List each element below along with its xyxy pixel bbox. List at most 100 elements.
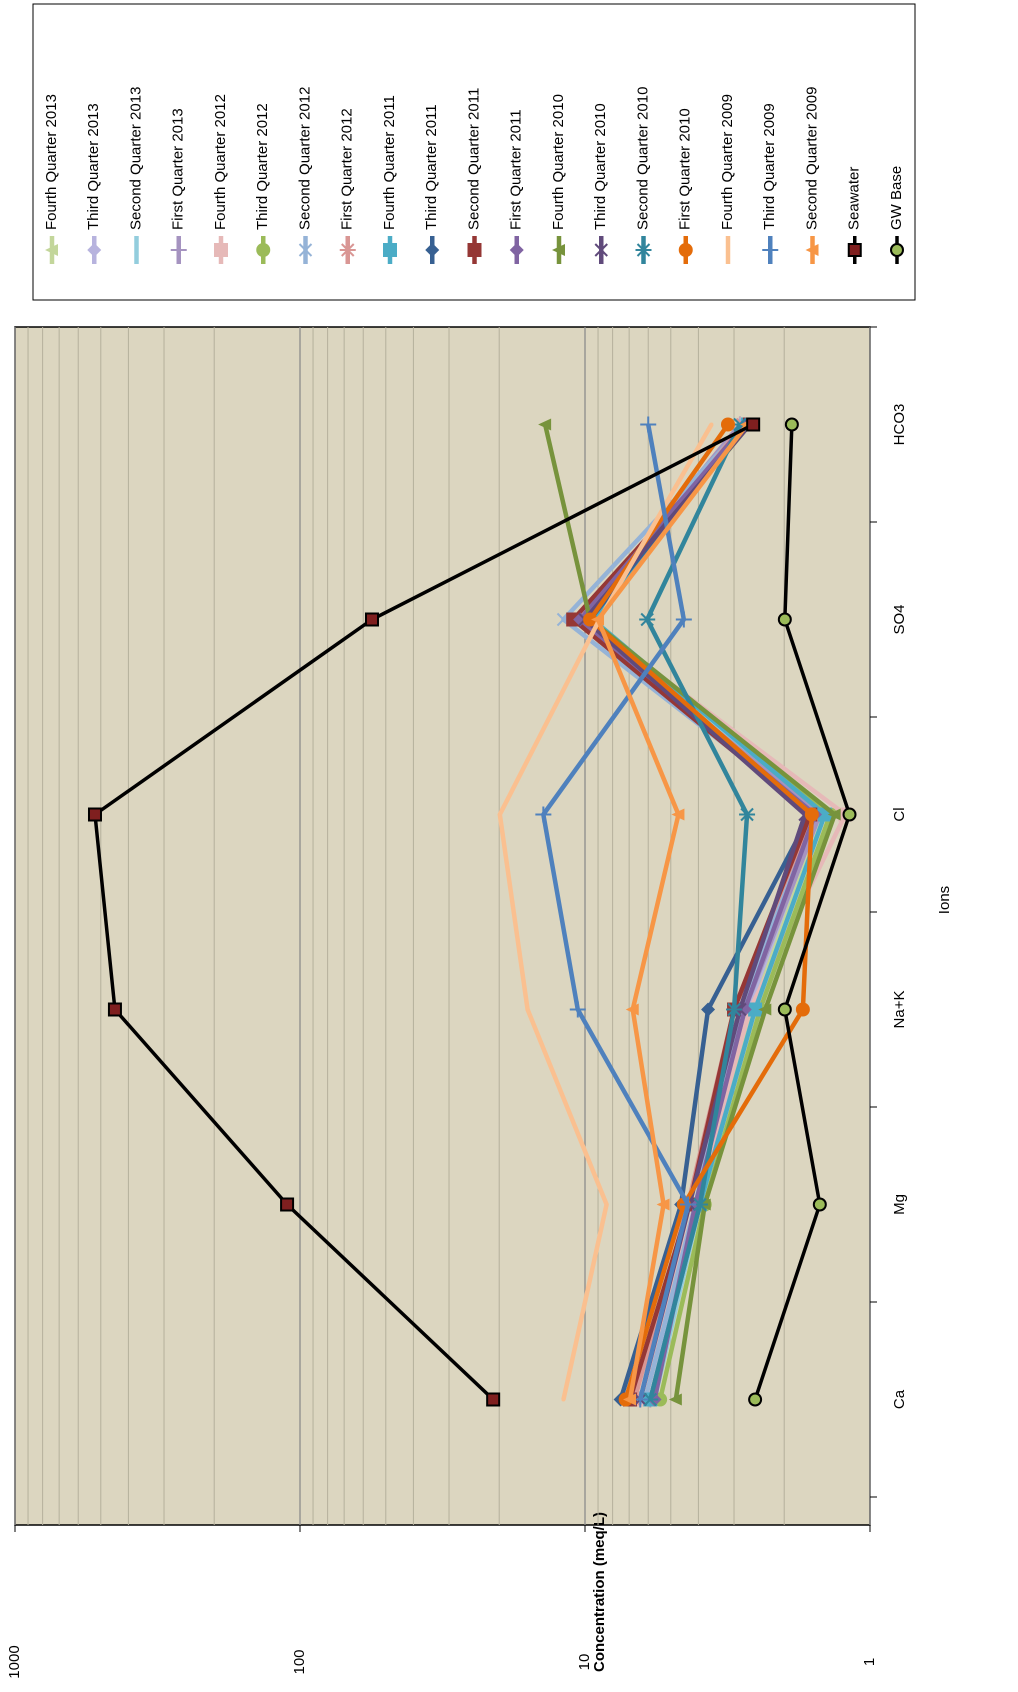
marker <box>280 1197 295 1212</box>
marker <box>298 243 313 257</box>
x-tick-label: Ca <box>891 1389 908 1409</box>
marker <box>890 243 904 257</box>
marker <box>701 1002 716 1017</box>
marker <box>678 243 693 257</box>
series-line <box>577 423 818 1400</box>
marker <box>675 611 692 628</box>
legend-label: First Quarter 2011 <box>508 109 525 230</box>
marker <box>591 613 605 626</box>
point <box>709 422 714 427</box>
legend-label: Fourth Quarter 2010 <box>550 94 567 230</box>
legend-label: Third Quarter 2010 <box>592 103 609 230</box>
marker <box>214 243 228 257</box>
x-tick-label: Mg <box>891 1194 908 1215</box>
y-tick-label: 100 <box>291 1649 308 1674</box>
legend-label: First Quarter 2013 <box>170 108 187 230</box>
y-tick-label: 1 <box>861 1658 878 1666</box>
series-line <box>541 424 691 1401</box>
y-tick-label: 1000 <box>6 1645 23 1678</box>
marker <box>635 243 652 257</box>
legend-label: First Quarter 2010 <box>677 108 694 230</box>
series-line <box>753 424 852 1401</box>
series <box>535 416 697 1408</box>
series-line <box>542 423 837 1400</box>
x-tick-label: Na+K <box>891 991 908 1029</box>
marker <box>762 242 779 258</box>
legend-label: GW Base <box>888 166 905 230</box>
marker <box>640 416 657 433</box>
point <box>561 1397 566 1402</box>
marker <box>623 1393 637 1406</box>
series-line <box>93 422 754 1401</box>
marker <box>535 806 552 823</box>
marker <box>746 417 761 432</box>
marker <box>552 244 565 256</box>
marker <box>668 1393 682 1406</box>
marker <box>639 612 656 627</box>
point <box>497 812 502 817</box>
y-tick-label: 10 <box>576 1654 593 1671</box>
marker <box>758 1003 772 1016</box>
marker <box>87 807 102 822</box>
legend-label: Second Quarter 2013 <box>127 87 144 230</box>
series-line <box>644 423 750 1401</box>
series <box>87 417 761 1407</box>
legend-label: First Quarter 2012 <box>339 108 356 230</box>
point <box>604 1202 609 1207</box>
marker <box>739 807 756 822</box>
marker <box>671 808 685 821</box>
marker <box>425 243 440 257</box>
marker <box>625 1003 639 1016</box>
marker <box>842 807 857 822</box>
y-axis-title: Concentration (meq/L) <box>591 1512 608 1672</box>
marker <box>87 243 102 257</box>
marker <box>467 243 482 257</box>
legend-label: Fourth Quarter 2012 <box>212 94 229 230</box>
legend-label: Fourth Quarter 2011 <box>381 95 398 230</box>
legend-label: Fourth Quarter 2009 <box>719 94 736 230</box>
marker <box>726 1002 743 1017</box>
marker <box>339 243 356 257</box>
x-tick-label: HCO3 <box>891 404 908 446</box>
legend-label: Third Quarter 2011 <box>423 104 440 230</box>
marker <box>784 417 799 432</box>
point <box>525 1007 530 1012</box>
legend-label: Third Quarter 2009 <box>761 103 778 230</box>
legend-label: Third Quarter 2012 <box>254 103 271 230</box>
series-line <box>497 423 714 1400</box>
series <box>639 417 756 1407</box>
legend-label: Third Quarter 2013 <box>85 103 102 230</box>
marker <box>538 418 552 431</box>
marker <box>45 244 58 256</box>
marker <box>777 1002 792 1017</box>
marker <box>509 243 524 257</box>
marker <box>795 1002 810 1017</box>
marker <box>170 242 187 258</box>
series-line <box>595 423 749 1400</box>
marker <box>256 243 271 257</box>
x-tick-label: SO4 <box>891 604 908 634</box>
marker <box>656 1198 670 1211</box>
marker <box>569 1001 586 1018</box>
legend-label: Second Quarter 2012 <box>296 87 313 230</box>
legend-label: Second Quarter 2011 <box>465 88 482 230</box>
series <box>748 417 857 1407</box>
marker <box>107 1002 122 1017</box>
marker <box>777 612 792 627</box>
marker <box>812 1197 827 1212</box>
marker <box>847 243 862 257</box>
marker <box>804 807 819 822</box>
legend-label: Second Quarter 2010 <box>634 87 651 230</box>
marker <box>720 417 735 432</box>
series-line <box>587 423 815 1401</box>
legend-label: Seawater <box>846 167 863 230</box>
legend-label: Second Quarter 2009 <box>803 87 820 230</box>
legend-box <box>32 3 916 301</box>
legend-label: Fourth Quarter 2013 <box>43 94 60 230</box>
marker <box>486 1392 501 1407</box>
marker <box>383 243 397 257</box>
rotated-chart: Concentration (meq/L) Ions 1 10 100 1000 Ca M… <box>6 3 953 1679</box>
x-axis-title: Ions <box>936 886 953 914</box>
